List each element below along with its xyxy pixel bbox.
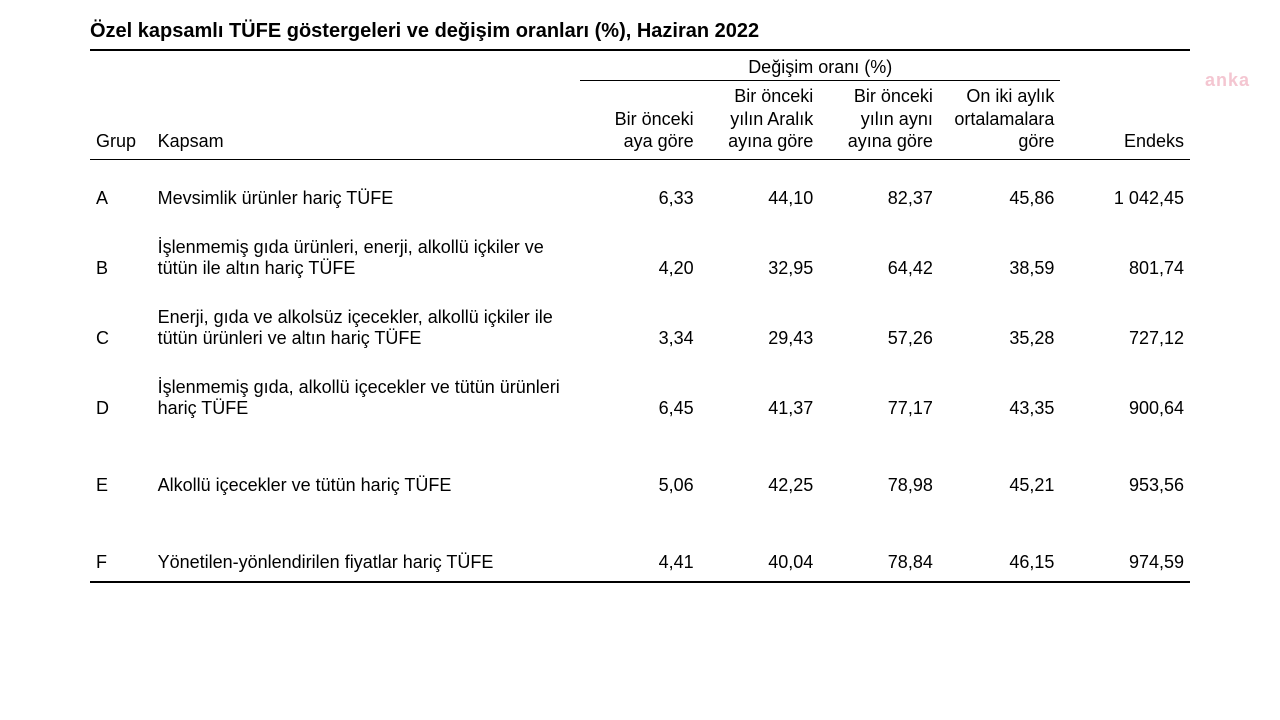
cell-endeks: 801,74	[1060, 217, 1190, 287]
header-span-row: Değişim oranı (%)	[90, 51, 1190, 81]
table-row: B İşlenmemiş gıda ürünleri, enerji, alko…	[90, 217, 1190, 287]
header-degisim-orani: Değişim oranı (%)	[580, 51, 1060, 81]
cell-kapsam: Alkollü içecekler ve tütün hariç TÜFE	[152, 427, 580, 504]
header-endeks: Endeks	[1060, 81, 1190, 160]
cell-v2: 44,10	[700, 159, 820, 217]
cell-v3: 64,42	[819, 217, 939, 287]
cell-v4: 43,35	[939, 357, 1061, 427]
cell-endeks: 1 042,45	[1060, 159, 1190, 217]
cell-v2: 32,95	[700, 217, 820, 287]
table-row: F Yönetilen-yönlendirilen fiyatlar hariç…	[90, 504, 1190, 582]
header-col3: Bir öncekiyılın aynıayına göre	[819, 81, 939, 160]
cell-grup: C	[90, 287, 152, 357]
cell-endeks: 974,59	[1060, 504, 1190, 582]
cell-v1: 4,41	[580, 504, 700, 582]
cell-grup: A	[90, 159, 152, 217]
cell-v4: 38,59	[939, 217, 1061, 287]
table-body: A Mevsimlik ürünler hariç TÜFE 6,33 44,1…	[90, 159, 1190, 582]
cell-v4: 45,86	[939, 159, 1061, 217]
cell-v3: 77,17	[819, 357, 939, 427]
cell-endeks: 727,12	[1060, 287, 1190, 357]
cell-v3: 57,26	[819, 287, 939, 357]
header-col1: Bir öncekiaya göre	[580, 81, 700, 160]
cpi-table: Değişim oranı (%) Grup Kapsam Bir önceki…	[90, 51, 1190, 583]
cell-v2: 41,37	[700, 357, 820, 427]
header-col2: Bir öncekiyılın Aralıkayına göre	[700, 81, 820, 160]
cell-v1: 5,06	[580, 427, 700, 504]
cell-grup: E	[90, 427, 152, 504]
cell-grup: B	[90, 217, 152, 287]
cell-v3: 82,37	[819, 159, 939, 217]
cell-endeks: 953,56	[1060, 427, 1190, 504]
cell-v4: 35,28	[939, 287, 1061, 357]
watermark: anka	[1205, 70, 1250, 91]
cell-v4: 45,21	[939, 427, 1061, 504]
cell-kapsam: Yönetilen-yönlendirilen fiyatlar hariç T…	[152, 504, 580, 582]
cell-v1: 6,33	[580, 159, 700, 217]
cell-v2: 40,04	[700, 504, 820, 582]
header-col4: On iki aylıkortalamalaragöre	[939, 81, 1061, 160]
cell-kapsam: İşlenmemiş gıda ürünleri, enerji, alkoll…	[152, 217, 580, 287]
cell-v1: 6,45	[580, 357, 700, 427]
cell-kapsam: Enerji, gıda ve alkolsüz içecekler, alko…	[152, 287, 580, 357]
cell-kapsam: Mevsimlik ürünler hariç TÜFE	[152, 159, 580, 217]
cell-endeks: 900,64	[1060, 357, 1190, 427]
table-title: Özel kapsamlı TÜFE göstergeleri ve değiş…	[90, 20, 1190, 51]
table-row: D İşlenmemiş gıda, alkollü içecekler ve …	[90, 357, 1190, 427]
header-row: Grup Kapsam Bir öncekiaya göre Bir öncek…	[90, 81, 1190, 160]
cell-v1: 3,34	[580, 287, 700, 357]
cell-v3: 78,84	[819, 504, 939, 582]
cell-v4: 46,15	[939, 504, 1061, 582]
cell-v2: 42,25	[700, 427, 820, 504]
cell-grup: D	[90, 357, 152, 427]
cell-v3: 78,98	[819, 427, 939, 504]
table-row: C Enerji, gıda ve alkolsüz içecekler, al…	[90, 287, 1190, 357]
table-row: E Alkollü içecekler ve tütün hariç TÜFE …	[90, 427, 1190, 504]
cell-v2: 29,43	[700, 287, 820, 357]
header-kapsam: Kapsam	[152, 81, 580, 160]
table-row: A Mevsimlik ürünler hariç TÜFE 6,33 44,1…	[90, 159, 1190, 217]
header-grup: Grup	[90, 81, 152, 160]
cell-grup: F	[90, 504, 152, 582]
cell-kapsam: İşlenmemiş gıda, alkollü içecekler ve tü…	[152, 357, 580, 427]
cell-v1: 4,20	[580, 217, 700, 287]
